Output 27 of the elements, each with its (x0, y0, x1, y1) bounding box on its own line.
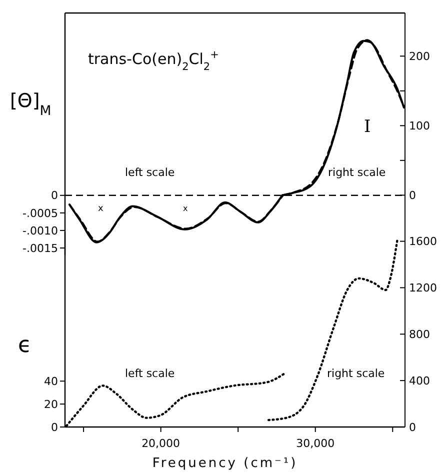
y2-tick-label: 400 (409, 374, 430, 388)
y2-tick-label: 1200 (409, 282, 437, 295)
y2-tick-label: 200 (409, 50, 430, 63)
annotation: x (98, 204, 104, 214)
annotation: left scale (125, 367, 175, 380)
annotation: I (364, 117, 371, 137)
y-axis-title: [Θ]$_{M}$ (10, 90, 52, 118)
annotation: right scale (328, 166, 386, 179)
y2-tick-label: 1600 (409, 235, 437, 248)
annotation: left scale (125, 166, 175, 179)
y-axis-title: ϵ (18, 333, 32, 358)
annotation: right scale (327, 367, 385, 380)
x-axis-title: Frequency (cm⁻¹) (152, 456, 298, 471)
x-tick-label: 30,000 (296, 437, 335, 450)
annotation: x (183, 204, 188, 213)
y2-tick-label: 0 (409, 420, 416, 434)
y2-tick-label: 100 (409, 120, 430, 133)
y-tick-label: 0 (51, 420, 58, 434)
y-tick-label: -.0015 (22, 242, 58, 255)
y-tick-label: 0 (51, 189, 58, 202)
y-tick-label: 20 (44, 398, 58, 411)
y-tick-label: -.0005 (22, 206, 58, 220)
y2-tick-label: 800 (409, 328, 430, 341)
x-tick-label: 20,000 (142, 437, 180, 450)
y-tick-label: 40 (44, 374, 58, 388)
y2-tick-label: 0 (409, 189, 416, 202)
y-tick-label: -.0010 (22, 224, 58, 238)
